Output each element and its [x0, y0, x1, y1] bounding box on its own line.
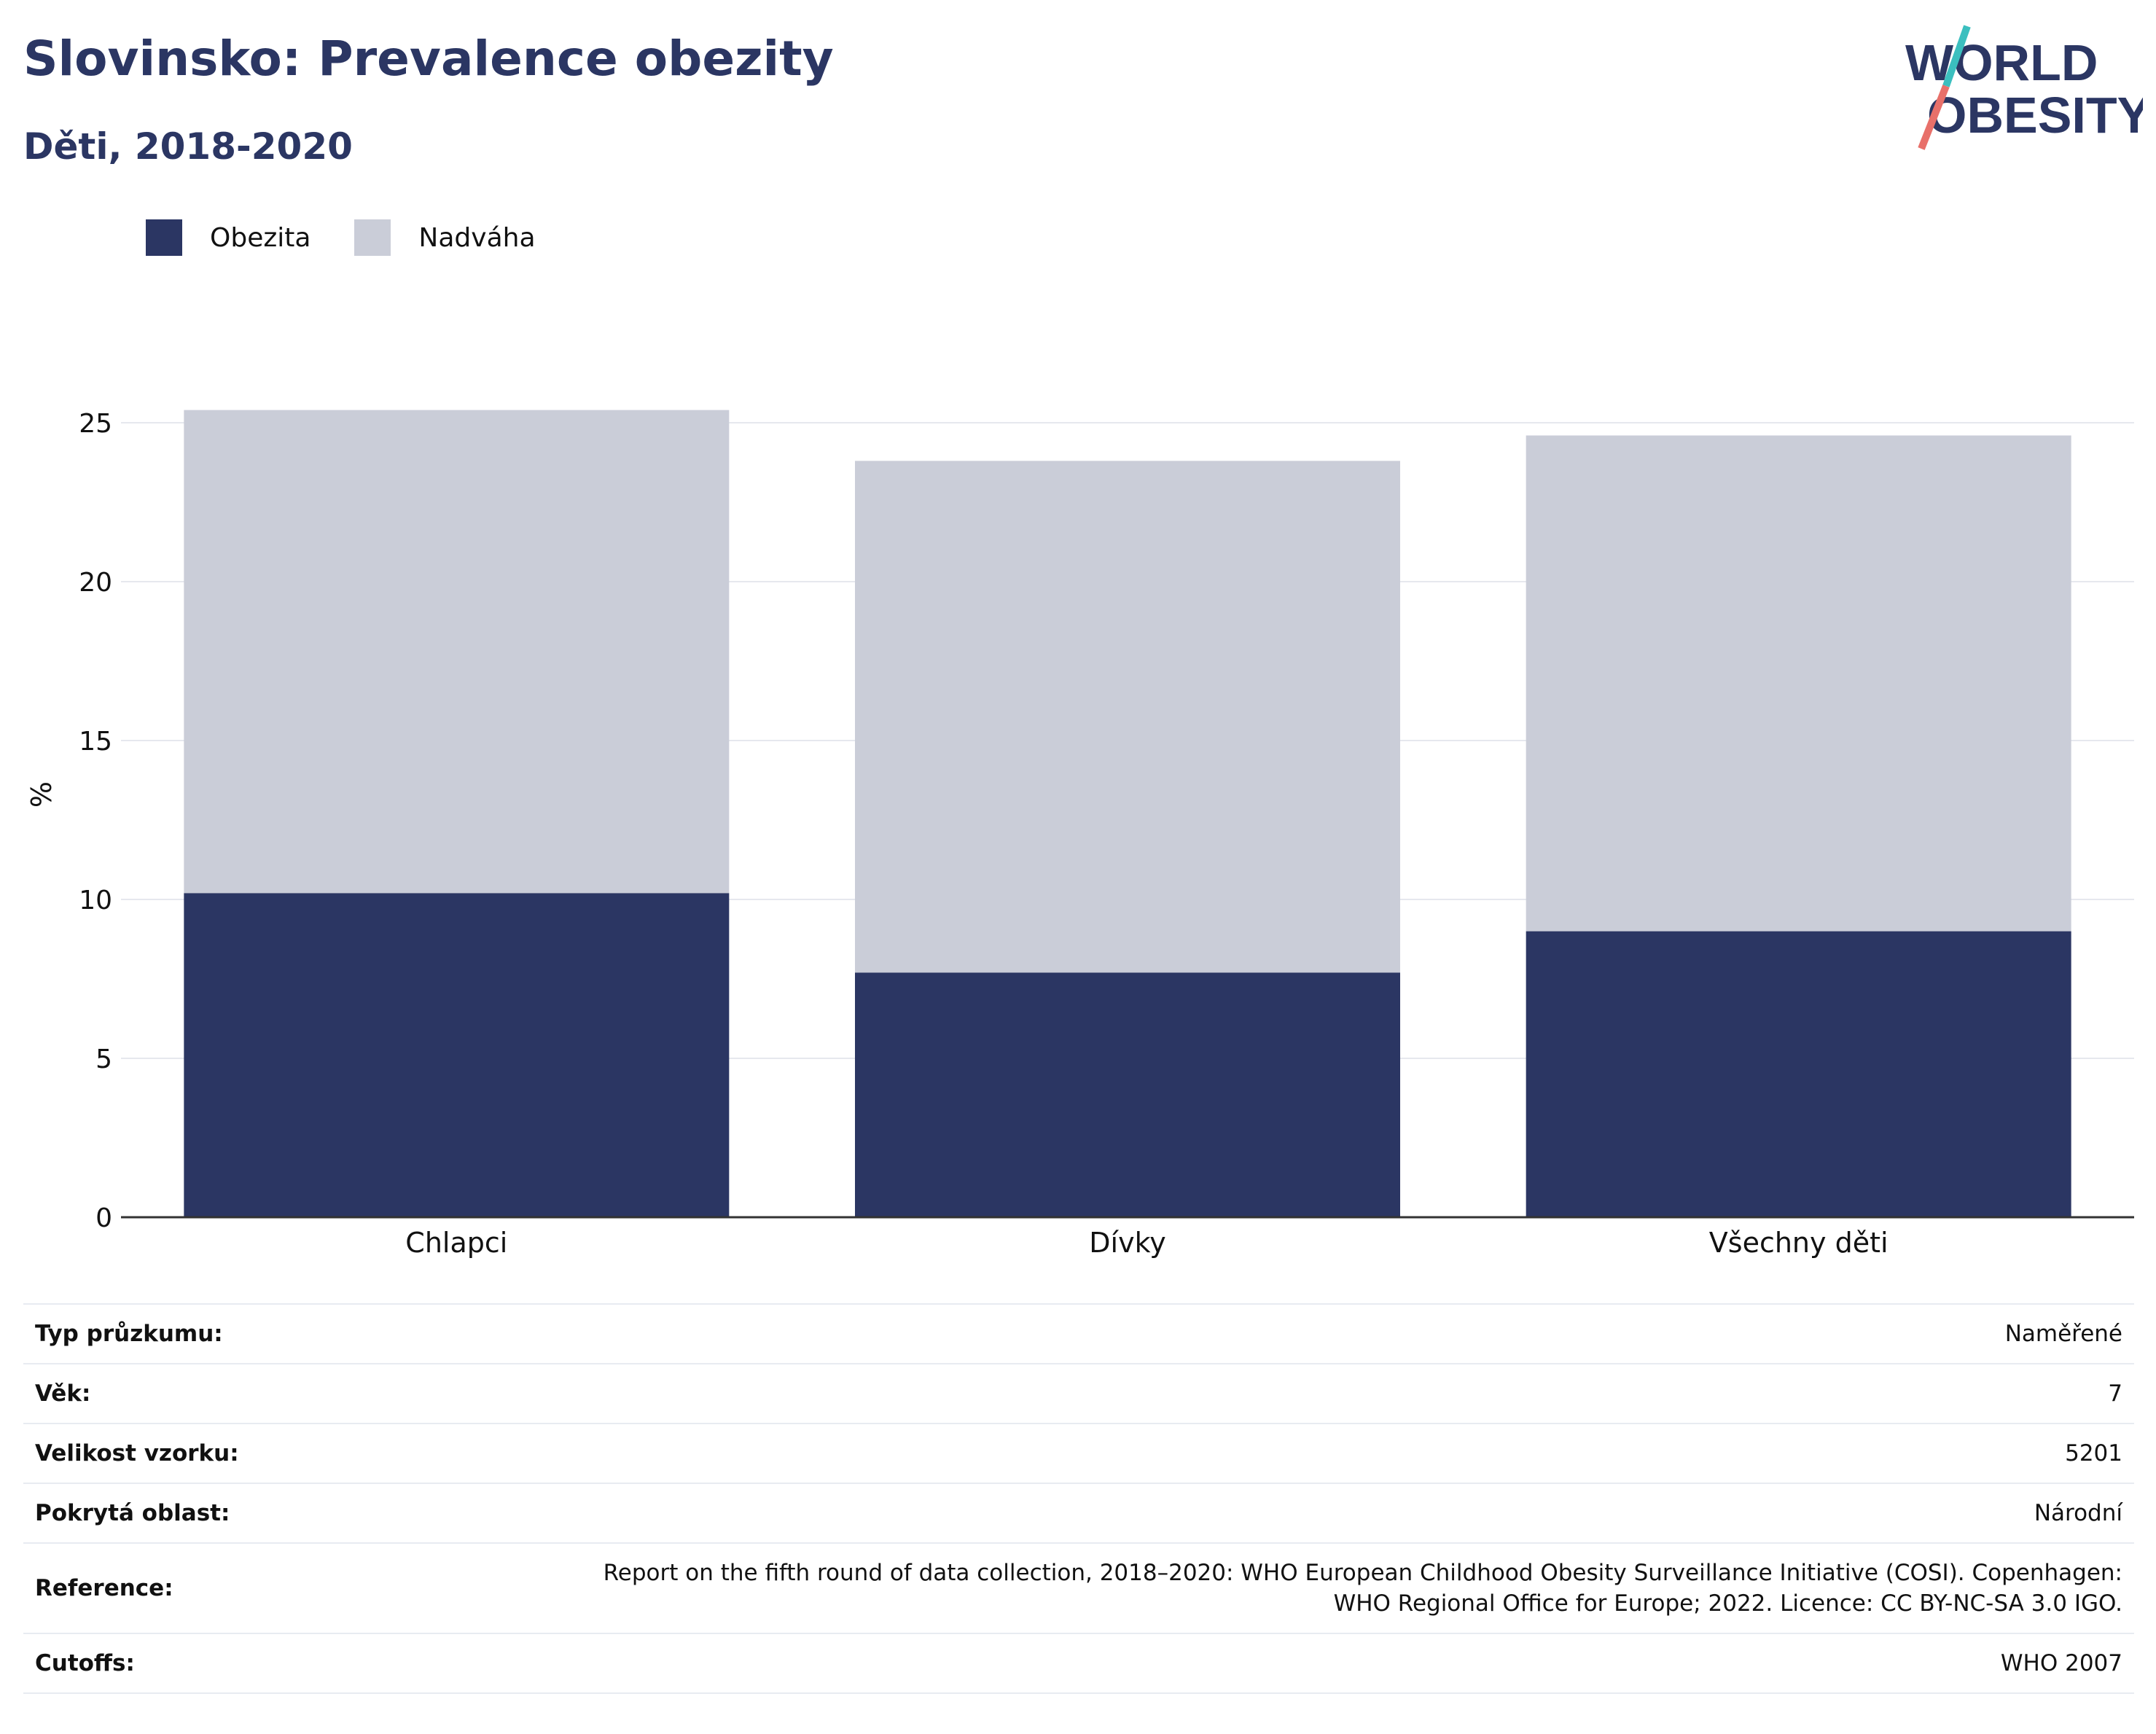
x-tick-label: Všechny děti — [1709, 1227, 1889, 1259]
info-value-line: 7 — [2108, 1380, 2122, 1407]
info-value-line: WHO Regional Office for Europe; 2022. Li… — [1333, 1590, 2122, 1617]
y-tick-label: 20 — [79, 568, 112, 598]
y-tick-label: 25 — [79, 409, 112, 439]
info-row: Reference: Report on the fifth round of d… — [23, 1542, 2134, 1633]
legend-swatch-obezita — [146, 219, 182, 256]
y-tick-label: 0 — [95, 1203, 112, 1233]
info-value: Naměřené — [338, 1303, 2134, 1364]
logo-line1: WORLD — [1905, 34, 2098, 91]
y-tick-label: 10 — [79, 886, 112, 915]
info-row: Cutoffs: WHO 2007 — [23, 1633, 2134, 1694]
y-tick-label: 15 — [79, 727, 112, 757]
info-label: Pokrytá oblast: — [23, 1483, 338, 1543]
info-table: Typ průzkumu: Naměřené Věk: 7 Velikost vzork… — [23, 1303, 2134, 1694]
world-obesity-logo: WORLD OBESITY — [1905, 25, 2143, 150]
bar-obezita — [1526, 931, 2071, 1217]
info-label: Cutoffs: — [23, 1633, 338, 1694]
info-value: Report on the fifth round of data collec… — [338, 1542, 2134, 1633]
logo-slash-top — [1942, 25, 1971, 87]
bar-nadvaha — [184, 410, 730, 894]
chart-title: Slovinsko: Prevalence obezity — [23, 31, 834, 87]
bar-obezita — [184, 893, 730, 1217]
bar-nadvaha — [855, 461, 1400, 973]
chart-legend: Obezita Nadváha — [146, 216, 579, 259]
info-value: 7 — [338, 1363, 2134, 1423]
legend-label-nadvaha: Nadváha — [418, 222, 536, 253]
info-row: Typ průzkumu: Naměřené — [23, 1303, 2134, 1364]
legend-label-obezita: Obezita — [210, 222, 311, 253]
legend-item-nadvaha[interactable]: Nadváha — [354, 219, 536, 256]
chart-subtitle: Děti, 2018-2020 — [23, 125, 353, 168]
info-value-line: Národní — [2034, 1500, 2122, 1526]
info-value-line: Report on the fifth round of data collec… — [603, 1560, 2122, 1586]
info-row: Věk: 7 — [23, 1363, 2134, 1423]
x-tick-label: Chlapci — [405, 1227, 507, 1259]
logo-slash-bottom — [1918, 85, 1950, 150]
info-value: 5201 — [338, 1423, 2134, 1483]
info-value-line: WHO 2007 — [2000, 1650, 2122, 1676]
logo-line2: OBESITY — [1927, 87, 2143, 144]
y-axis-label: % — [26, 781, 58, 808]
info-value: WHO 2007 — [338, 1633, 2134, 1694]
info-label: Reference: — [23, 1542, 338, 1633]
info-label: Velikost vzorku: — [23, 1423, 338, 1483]
info-value-line: Naměřené — [2004, 1321, 2122, 1347]
info-row: Pokrytá oblast: Národní — [23, 1483, 2134, 1543]
info-row: Velikost vzorku: 5201 — [23, 1423, 2134, 1483]
info-label: Věk: — [23, 1363, 338, 1423]
info-label: Typ průzkumu: — [23, 1303, 338, 1364]
legend-item-obezita[interactable]: Obezita — [146, 219, 310, 256]
y-tick-label: 5 — [95, 1044, 112, 1074]
legend-swatch-nadvaha — [354, 219, 391, 256]
bar-chart: 0 5 10 15 20 25% Chlapci Dívky Všechny děti — [26, 409, 2134, 1259]
info-value-line: 5201 — [2065, 1440, 2122, 1467]
info-value: Národní — [338, 1483, 2134, 1543]
bar-nadvaha — [1526, 435, 2071, 932]
x-tick-label: Dívky — [1089, 1227, 1165, 1259]
bar-obezita — [855, 972, 1400, 1217]
